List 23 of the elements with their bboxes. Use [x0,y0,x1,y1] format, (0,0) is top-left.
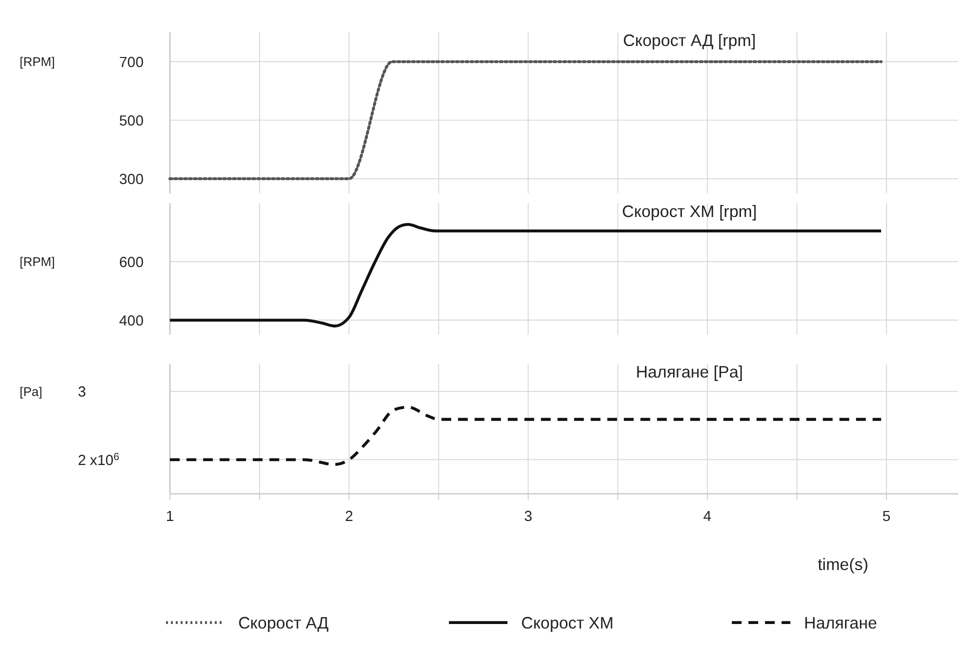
chart-title: Скорост АД [rpm] [623,31,756,50]
y-axis-title: [RPM] [20,55,55,70]
text: x10$^{6}$ [90,451,120,469]
y-tick-label: 600 [119,254,144,271]
legend-label: Скорост АД [238,613,329,632]
y-axis-title: [RPM] [20,255,55,270]
chart-title: Скорост ХМ [rpm] [622,202,757,221]
x-tick-label: 1 [166,509,174,526]
x-axis-title: time(s) [818,554,868,574]
x-tick-label: 5 [882,509,891,526]
x-tick-label: 3 [524,509,532,526]
legend-label: Налягане [804,613,878,632]
y-tick-label: 700 [119,54,144,71]
line-series [168,223,883,328]
y-axis-title: [Pa] [20,384,42,399]
x-tick-label: 2 [345,509,354,526]
x-tick-label: 4 [703,509,712,526]
line-series [168,406,883,466]
y-tick-label: 500 [119,113,144,130]
y-tick-label: 300 [119,172,144,188]
chart-title: Налягане [Pa] [636,362,744,382]
legend-label: Скорост ХМ [521,613,614,632]
y-tick-label: 400 [119,313,144,330]
